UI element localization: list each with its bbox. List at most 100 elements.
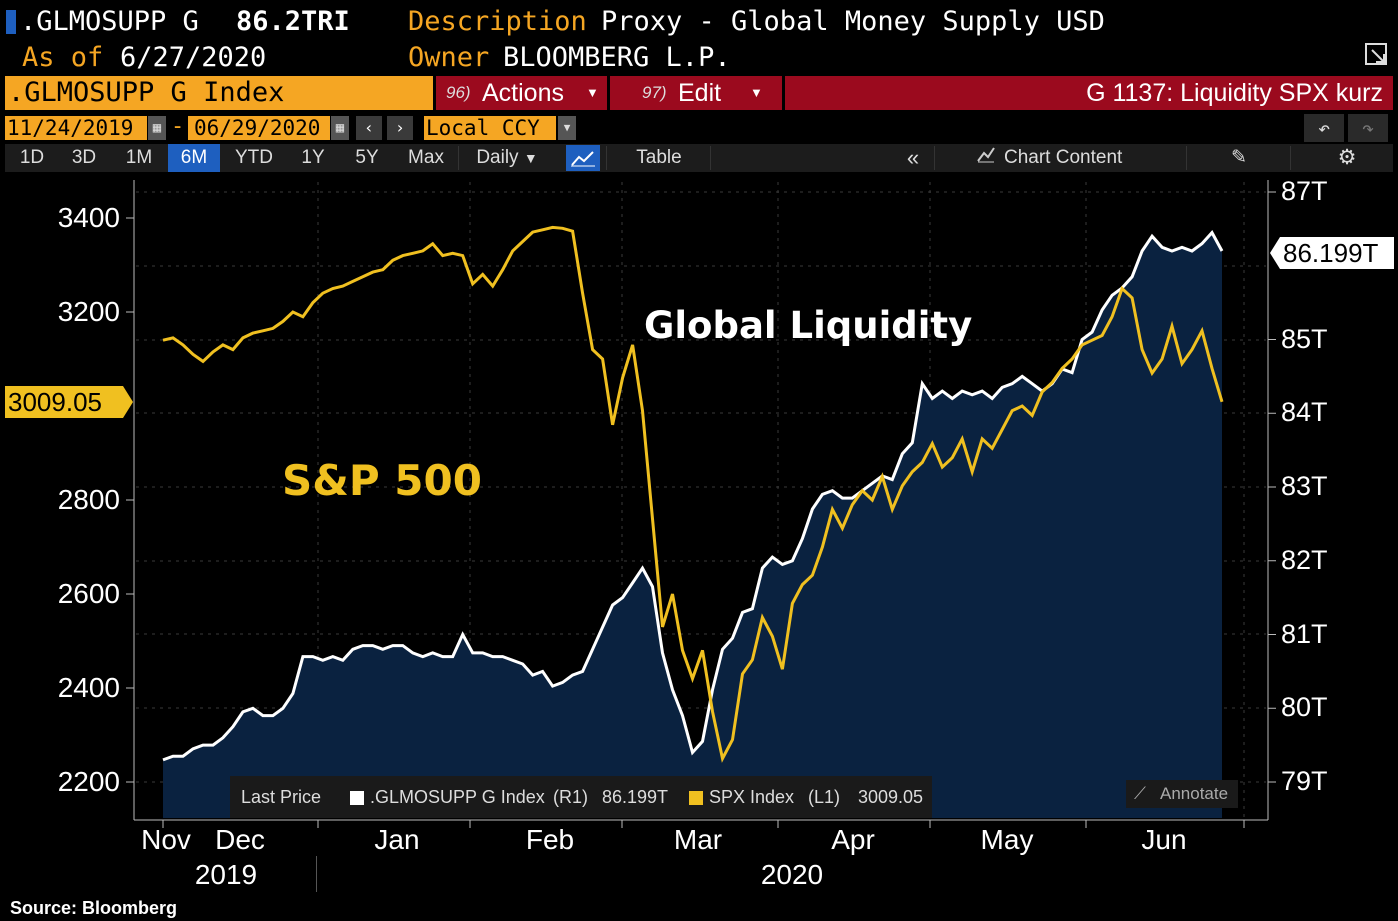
period-1y[interactable]: 1Y [301,147,325,168]
frequency-select[interactable]: Daily ▼ [462,144,552,172]
year-divider [316,856,317,892]
spx-annotation: S&P 500 [282,456,482,505]
period-5y[interactable]: 5Y [355,147,379,168]
right-tick-label: 80T [1281,692,1328,723]
period-bar [5,144,1393,172]
liquidity-last-tag: 86.199T [1280,237,1394,269]
period-divider [710,146,711,170]
month-label: Jan [374,824,420,855]
currency-dropdown-icon[interactable]: ▼ [558,116,576,140]
period-1m[interactable]: 1M [125,147,153,168]
period-3d[interactable]: 3D [71,147,97,168]
right-tick-label: 87T [1281,176,1328,206]
frequency-label: Daily [476,147,519,168]
right-tick-label: 81T [1281,618,1328,649]
period-divider [606,146,607,170]
period-divider [1186,146,1187,170]
ticker: .GLMOSUPP G [20,6,199,37]
chevron-left-icon: ‹ [364,118,374,137]
chart-name[interactable]: G 1137: Liquidity SPX kurz [785,76,1393,110]
actions-number: 96) [446,83,471,102]
ticker-value: 86.2TRI [236,6,350,37]
table-button[interactable]: Table [636,147,682,168]
owner-value: BLOOMBERG L.P. [503,42,731,73]
global-liquidity-annotation: Global Liquidity [644,304,973,347]
left-tick-label: 2600 [57,578,120,609]
period-6m[interactable]: 6M [168,144,220,172]
year-label: 2020 [760,859,824,890]
liquidity-area [163,232,1222,819]
edit-caret-icon: ▼ [750,85,763,100]
actions-label: Actions [482,79,564,107]
settings-gear-icon[interactable]: ⚙ [1337,146,1357,169]
currency-select[interactable]: Local CCY [424,116,556,140]
left-tick-label: 3400 [57,202,120,233]
month-label: May [980,824,1034,855]
period-divider [458,146,459,170]
header-marker [6,10,16,34]
as-of-value: 6/27/2020 [120,42,267,73]
owner-label: Owner [408,42,490,73]
left-tick-label: 2800 [57,484,120,515]
spx-last-tag: 3009.05 [5,386,123,418]
left-tick-label: 3200 [57,296,120,327]
description-value: Proxy - Global Money Supply USD [601,6,1105,37]
right-tick-label: 84T [1281,397,1328,428]
edit-chart-icon[interactable]: ✎ [1231,147,1247,168]
redo-icon[interactable]: ↷ [1348,114,1388,142]
right-tick-label: 79T [1281,766,1328,796]
legend-prefix: Last Price [241,787,322,807]
actions-button[interactable]: 96) Actions ▼ [436,76,607,110]
prev-range-button[interactable]: ‹ [356,116,382,140]
popout-icon[interactable] [1364,42,1390,68]
edit-label: Edit [678,79,722,107]
end-calendar-icon[interactable]: ▦ [331,116,349,140]
chart-content-icon [974,144,998,172]
period-ytd[interactable]: YTD [235,147,273,168]
month-label: Nov [141,824,191,855]
right-tick-label: 85T [1281,323,1328,354]
date-separator: - [171,114,185,139]
start-calendar-icon[interactable]: ▦ [148,116,166,140]
right-tick-label: 82T [1281,544,1328,575]
line-chart-icon[interactable] [566,145,600,171]
legend-liquidity-value: 86.199T [602,787,669,807]
month-label: Feb [525,824,575,855]
next-range-button[interactable]: › [387,116,413,140]
end-date-input[interactable]: 06/29/2020 [188,116,330,140]
legend-swatch-spx [689,791,703,805]
legend-liquidity-axis: (R1) [553,787,588,807]
annotate-label: Annotate [1160,784,1229,803]
period-1d[interactable]: 1D [19,147,45,168]
description-label: Description [408,6,587,37]
period-divider [1290,146,1291,170]
month-label: Mar [673,824,723,855]
security-field[interactable]: .GLMOSUPP G Index [5,76,433,110]
legend-liquidity-label[interactable]: .GLMOSUPP G Index [370,787,545,807]
annotate-button[interactable]: ⟋ Annotate [1126,780,1238,808]
spx-line [162,225,1224,763]
tick-marks [126,191,1276,828]
collapse-icon[interactable]: « [906,145,920,170]
month-label: Jun [1141,824,1187,855]
legend-swatch-liquidity [350,791,364,805]
legend-spx-value: 3009.05 [858,787,924,807]
month-label: Apr [831,824,875,855]
chevron-right-icon: › [395,118,405,137]
period-divider [934,146,935,170]
spx-last-tag-arrow [123,386,133,418]
right-tick-label: 83T [1281,471,1328,501]
month-label: Dec [215,824,265,855]
start-date-input[interactable]: 11/24/2019 [5,116,147,140]
pencil-icon: ⟋ [1134,784,1146,803]
edit-button[interactable]: 97) Edit ▼ [610,76,782,110]
undo-icon[interactable]: ↶ [1304,114,1344,142]
period-max[interactable]: Max [408,147,444,168]
left-tick-label: 2400 [57,672,120,703]
year-label: 2019 [194,859,258,890]
chart-content-button[interactable]: Chart Content [1004,147,1123,168]
legend-spx-label[interactable]: SPX Index [709,787,795,807]
as-of-label: As of [22,42,104,73]
edit-number: 97) [642,83,667,102]
